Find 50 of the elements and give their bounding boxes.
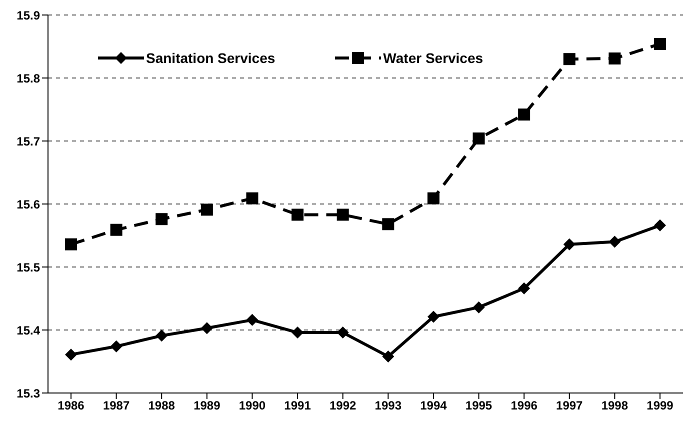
y-tick-label: 15.8 [16, 71, 40, 86]
x-tick-label: 1987 [102, 398, 130, 413]
point [472, 132, 485, 144]
point [608, 236, 621, 248]
y-tick-label: 15.5 [16, 260, 40, 274]
x-tick-label: 1993 [374, 398, 402, 413]
point [65, 348, 77, 361]
legend-label: Water Services [383, 50, 484, 66]
x-tick-label: 1992 [329, 398, 357, 413]
point [518, 108, 530, 121]
x-tick-label: 1999 [646, 398, 674, 413]
point [200, 322, 213, 334]
point [563, 238, 576, 250]
point [292, 208, 304, 221]
point [156, 330, 168, 342]
point [518, 282, 530, 294]
x-tick-label: 1991 [284, 398, 312, 413]
y-tick-label: 15.7 [16, 134, 40, 148]
point [654, 38, 666, 50]
point [246, 314, 258, 326]
point [382, 218, 394, 230]
point [246, 192, 258, 204]
point [110, 340, 122, 352]
x-tick-label: 1996 [510, 398, 538, 413]
point [654, 219, 666, 232]
x-tick-label: 1986 [58, 398, 85, 413]
x-tick-label: 1990 [238, 398, 266, 413]
point [427, 192, 440, 204]
x-tick-label: 1994 [420, 398, 448, 413]
point [336, 326, 349, 339]
y-tick-label: 15.9 [16, 8, 40, 22]
y-tick-label: 15.3 [16, 386, 40, 400]
point [65, 238, 77, 250]
point [156, 213, 168, 226]
point [110, 224, 122, 236]
x-tick-label: 1997 [556, 398, 584, 413]
point [608, 52, 621, 64]
y-tick-label: 15.6 [16, 197, 40, 212]
legend-label: Sanitation Services [146, 50, 276, 66]
point [336, 208, 349, 221]
point [472, 301, 485, 314]
x-tick-label: 1998 [601, 398, 628, 413]
point [382, 350, 394, 362]
x-tick-label: 1989 [194, 398, 221, 413]
point [200, 204, 213, 216]
y-tick-label: 15.4 [16, 323, 40, 338]
point [427, 310, 440, 323]
x-tick-label: 1988 [148, 398, 176, 413]
point [563, 53, 576, 66]
x-tick-label: 1995 [465, 398, 492, 413]
